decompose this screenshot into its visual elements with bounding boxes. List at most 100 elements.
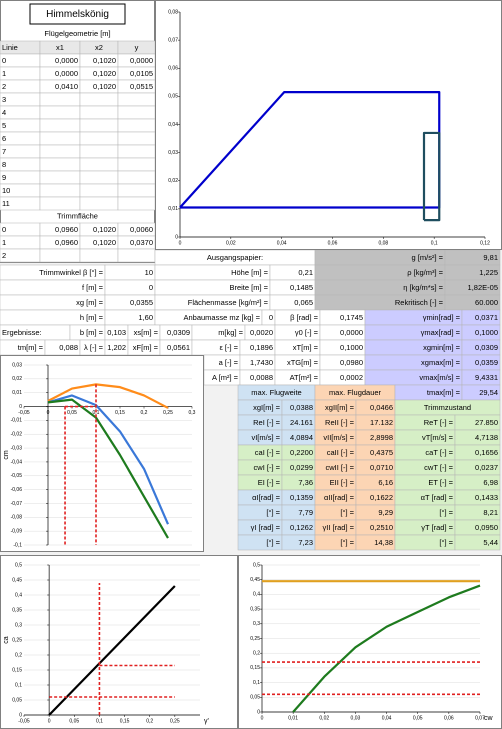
x-tick-label: 0 <box>261 715 264 721</box>
cell <box>454 534 501 551</box>
cell-text: γT [rad] = <box>421 523 453 532</box>
y-tick-label: 0,08 <box>168 9 178 15</box>
cell <box>39 248 81 263</box>
cell-text: y <box>135 43 139 52</box>
y-axis-label: ca <box>3 636 10 644</box>
cell-text: 8 <box>2 160 6 169</box>
cell-text: 0,1896 <box>250 343 273 352</box>
cell-text: f [m] = <box>82 283 104 292</box>
trim-heading: Trimmfläche <box>57 211 98 220</box>
cell <box>117 183 156 198</box>
cell-text: xs[m] = <box>134 328 159 337</box>
cell-text: [°] = <box>340 538 354 547</box>
cell-text: 0 <box>2 56 6 65</box>
cell-text: Breite [m] = <box>229 283 268 292</box>
y-tick-label: 0,5 <box>253 562 260 568</box>
cell-text: 0,1020 <box>93 82 116 91</box>
cell-text: tm[m] = <box>18 343 44 352</box>
cell-text: tmax[m] = <box>427 388 461 397</box>
x-tick-label: 0,03 <box>351 715 361 721</box>
cell-text: 0,0371 <box>475 313 498 322</box>
cell-text: 0,0000 <box>55 69 78 78</box>
cell <box>39 157 81 172</box>
x-tick-label: 0,2 <box>146 718 153 724</box>
x-tick-label: 0,01 <box>288 715 298 721</box>
cell-text: 1,82E-05 <box>468 283 498 292</box>
cell-text: 17.132 <box>370 418 393 427</box>
x-tick-label: 0,1 <box>431 240 438 246</box>
x-tick-label: 0,15 <box>115 410 125 416</box>
cell-text: 0,0000 <box>340 328 363 337</box>
cell-text: 11 <box>2 199 10 208</box>
y-tick-label: -0,1 <box>13 542 22 548</box>
cell-text: 0,0466 <box>370 403 393 412</box>
cell-text: η [kg/m*s] = <box>403 283 443 292</box>
cell-text: 0,0515 <box>130 82 153 91</box>
cell-text: cwII [-] = <box>325 463 354 472</box>
cell-text: 0,0309 <box>475 343 498 352</box>
cell-text: 2,8998 <box>370 433 393 442</box>
cell-text: a [-] = <box>219 358 239 367</box>
cell-text: 0 <box>149 283 153 292</box>
cell-text: xg [m] = <box>76 298 104 307</box>
cell-text: 0 <box>2 225 6 234</box>
cell <box>39 118 81 133</box>
x-tick-label: -0,05 <box>18 410 30 416</box>
y-tick-label: 0,06 <box>168 66 178 72</box>
cell-text: 0,0000 <box>130 56 153 65</box>
cell-text: A [m²] = <box>212 373 239 382</box>
y-tick-label: 0,3 <box>253 621 260 627</box>
cell-text: caII [-] = <box>327 448 355 457</box>
x-tick-label: 0,1 <box>93 410 100 416</box>
cell <box>79 118 119 133</box>
cell <box>39 196 81 211</box>
y-tick-label: 0,4 <box>15 592 22 598</box>
cell-text: 6 <box>2 134 6 143</box>
cell-text: 0,0960 <box>55 225 78 234</box>
cell-text: g [m/s²] = <box>412 253 444 262</box>
y-tick-label: -0,02 <box>11 432 23 438</box>
cell-text: 10 <box>145 268 153 277</box>
cell-text: 9,29 <box>378 508 393 517</box>
cell-text: 1,202 <box>107 343 126 352</box>
series-line <box>48 585 176 716</box>
cell <box>79 196 119 211</box>
y-tick-label: 0,25 <box>250 636 260 642</box>
cell-text: 0,1000 <box>475 328 498 337</box>
cell-text: 0,0020 <box>250 328 273 337</box>
cell-text: 24.161 <box>290 418 313 427</box>
y-tick-label: 0,05 <box>250 695 260 701</box>
y-tick-label: 0,05 <box>12 697 22 703</box>
x-tick-label: 0,05 <box>69 718 79 724</box>
cell-text: 0,1262 <box>290 523 313 532</box>
cell-text: 1 <box>2 238 6 247</box>
cell-text: γII [rad] = <box>323 523 355 532</box>
cell-text: Linie <box>2 43 18 52</box>
y-tick-label: 0,5 <box>15 562 22 568</box>
y-tick-label: 0,1 <box>15 682 22 688</box>
cell-text: m[kg] = <box>218 328 243 337</box>
cell-text: 8,21 <box>483 508 498 517</box>
cell-text: 1,60 <box>138 313 153 322</box>
cell-text: 7,79 <box>298 508 313 517</box>
y-axis-label: cm <box>3 450 10 460</box>
cell-text: 4 <box>2 108 6 117</box>
cell-text: vT[m/s] = <box>422 433 454 442</box>
cell-text: 0,0002 <box>340 373 363 382</box>
cell-text: h [m] = <box>80 313 104 322</box>
cell-text: 1,225 <box>479 268 498 277</box>
y-tick-label: 0,1 <box>253 680 260 686</box>
cell-text: Anbaumasse mz [kg] = <box>184 313 261 322</box>
cell-text: 6,98 <box>483 478 498 487</box>
cell-text: 0,1745 <box>340 313 363 322</box>
cell-text: ReII [-] = <box>325 418 355 427</box>
cell-text: 0,21 <box>298 268 313 277</box>
cell-text: 0,0410 <box>55 82 78 91</box>
series-line <box>422 131 441 222</box>
chart-frame <box>0 355 204 552</box>
cell-text: 1,7430 <box>250 358 273 367</box>
cell-text: caT [-] = <box>425 448 453 457</box>
cell-text: 6,16 <box>378 478 393 487</box>
x-tick-label: 0,05 <box>67 410 77 416</box>
x-tick-label: 0,06 <box>328 240 338 246</box>
